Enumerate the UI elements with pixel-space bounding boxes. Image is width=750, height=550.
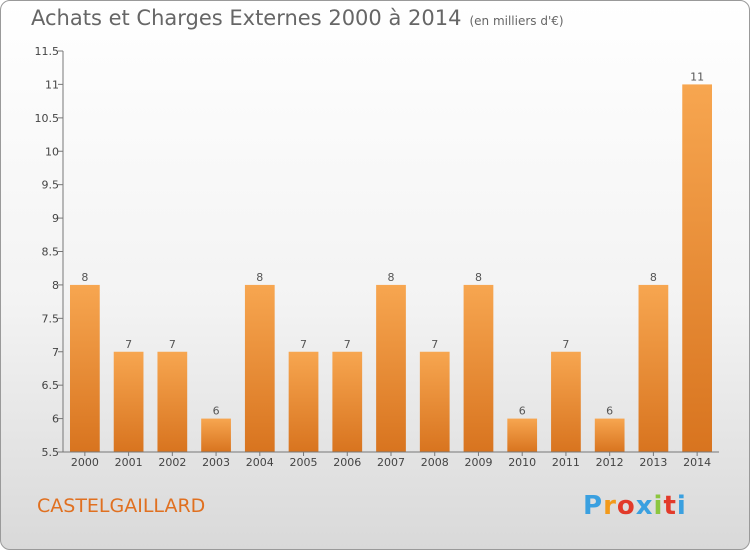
x-tick-label: 2003 bbox=[202, 456, 230, 469]
bar bbox=[69, 284, 100, 452]
bar-value-label: 7 bbox=[344, 338, 351, 351]
logo-letter: P bbox=[583, 491, 604, 521]
x-tick-label: 2010 bbox=[508, 456, 536, 469]
bar bbox=[419, 351, 450, 452]
bar bbox=[638, 284, 669, 452]
x-tick-label: 2001 bbox=[115, 456, 143, 469]
bar bbox=[463, 284, 494, 452]
proxiti-logo: Proxiti bbox=[583, 491, 687, 521]
y-tick-label: 7 bbox=[52, 346, 59, 359]
x-tick-label: 2000 bbox=[71, 456, 99, 469]
logo-letter: i bbox=[653, 491, 664, 521]
y-tick-label: 8 bbox=[52, 279, 59, 292]
bar bbox=[594, 418, 625, 452]
x-tick-label: 2013 bbox=[639, 456, 667, 469]
x-tick-label: 2005 bbox=[290, 456, 318, 469]
bar bbox=[113, 351, 144, 452]
bar bbox=[332, 351, 363, 452]
chart-subtitle: (en milliers d'€) bbox=[469, 14, 564, 28]
bar bbox=[507, 418, 538, 452]
bar bbox=[201, 418, 231, 452]
x-tick-label: 2006 bbox=[333, 456, 361, 469]
y-tick-label: 6.5 bbox=[42, 379, 60, 392]
chart-title: Achats et Charges Externes 2000 à 2014 (e… bbox=[31, 6, 564, 30]
logo-letter: r bbox=[603, 491, 617, 521]
bar-value-label: 8 bbox=[650, 271, 657, 284]
y-tick-label: 10.5 bbox=[35, 112, 60, 125]
y-tick-label: 6 bbox=[52, 413, 59, 426]
bar-value-label: 8 bbox=[81, 271, 88, 284]
x-tick-label: 2014 bbox=[683, 456, 711, 469]
bar-value-label: 7 bbox=[125, 338, 132, 351]
x-tick-label: 2004 bbox=[246, 456, 274, 469]
y-tick-label: 7.5 bbox=[42, 312, 60, 325]
y-tick-label: 11 bbox=[45, 78, 59, 91]
x-tick-label: 2002 bbox=[158, 456, 186, 469]
bar-value-label: 7 bbox=[169, 338, 176, 351]
y-tick-label: 8.5 bbox=[42, 246, 60, 259]
y-tick-label: 11.5 bbox=[35, 45, 60, 58]
bar bbox=[157, 351, 188, 452]
bar-value-label: 8 bbox=[388, 271, 395, 284]
x-axis: 2000 2001 2002 2003 2004 2005 2006 2007 2008 2009… bbox=[63, 451, 719, 469]
bar-value-label: 7 bbox=[431, 338, 438, 351]
bar-value-label: 7 bbox=[300, 338, 307, 351]
y-tick-label: 9.5 bbox=[42, 179, 60, 192]
x-tick-label: 2011 bbox=[552, 456, 580, 469]
bar bbox=[682, 84, 713, 453]
logo-letter: o bbox=[616, 491, 636, 521]
bar-value-label: 11 bbox=[690, 70, 704, 83]
bar bbox=[551, 351, 581, 452]
bar bbox=[288, 351, 319, 452]
y-tick-label: 9 bbox=[52, 212, 59, 225]
logo-letter: i bbox=[676, 491, 687, 521]
bar-value-label: 8 bbox=[256, 271, 263, 284]
x-tick-label: 2012 bbox=[596, 456, 624, 469]
bar-value-label: 6 bbox=[606, 405, 613, 418]
logo-letter: t bbox=[663, 491, 677, 521]
bars-group: 8 7 7 6 8 7 7 8 7 8 6 7 6 8 11 bbox=[69, 70, 713, 453]
bar-value-label: 6 bbox=[519, 405, 526, 418]
logo-letter: x bbox=[635, 491, 654, 521]
chart-title-text: Achats et Charges Externes 2000 à 2014 bbox=[31, 6, 462, 30]
x-tick-label: 2007 bbox=[377, 456, 405, 469]
y-axis: 5.5 6 6.5 7 7.5 8 8.5 9 9.5 10 10.5 11 11.5 bbox=[35, 45, 64, 459]
bar-value-label: 8 bbox=[475, 271, 482, 284]
commune-name: CASTELGAILLARD bbox=[37, 495, 206, 517]
bar-value-label: 6 bbox=[213, 405, 220, 418]
bar-value-label: 7 bbox=[562, 338, 569, 351]
x-tick-label: 2009 bbox=[464, 456, 492, 469]
y-tick-label: 10 bbox=[45, 145, 59, 158]
bar bbox=[244, 284, 275, 452]
bar bbox=[376, 284, 406, 452]
x-tick-label: 2008 bbox=[421, 456, 449, 469]
y-tick-label: 5.5 bbox=[42, 446, 60, 459]
